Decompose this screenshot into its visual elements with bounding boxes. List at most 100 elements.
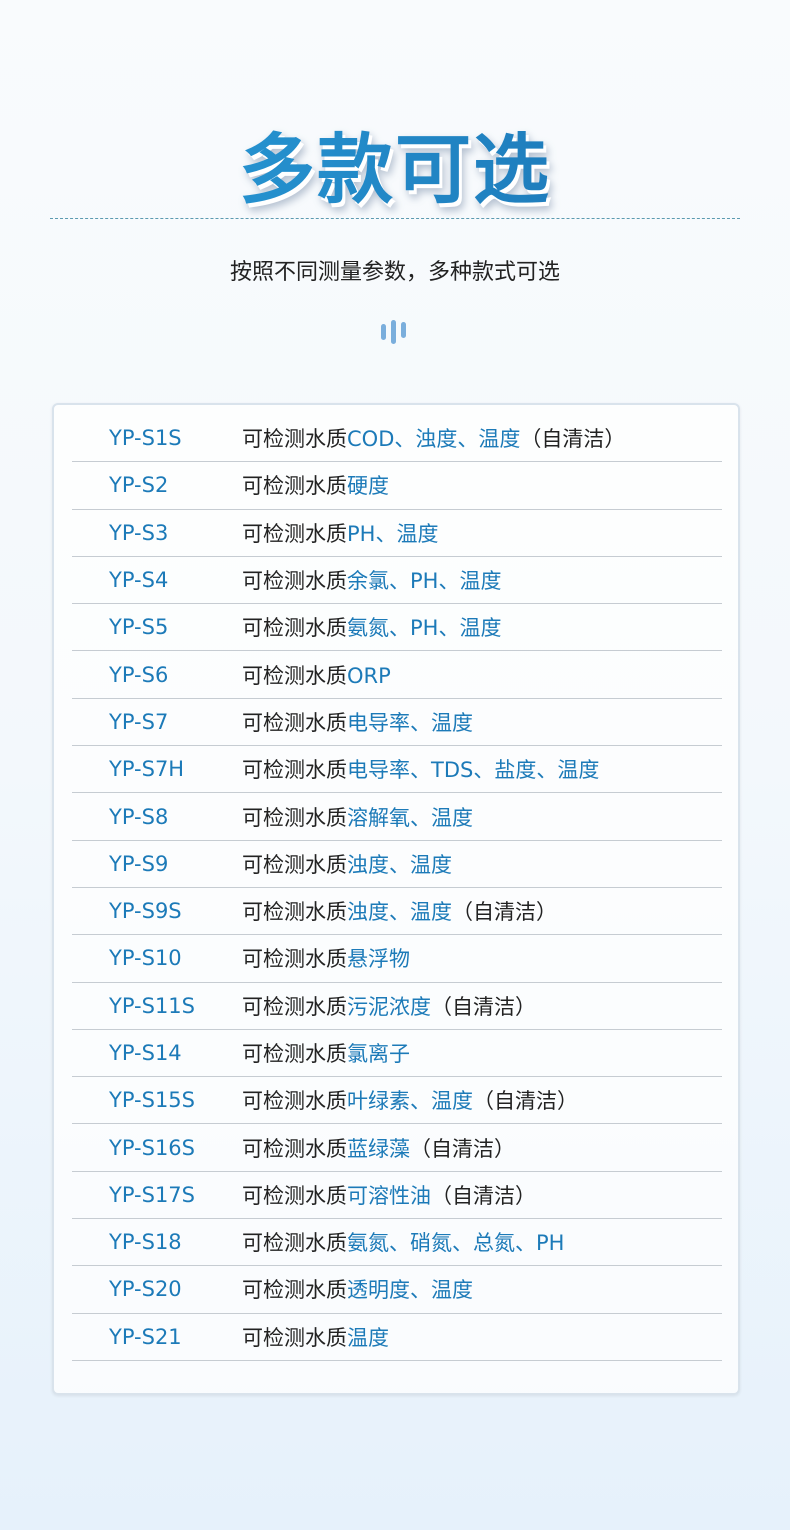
table-row: YP-S21 可检测水质温度 bbox=[72, 1314, 722, 1361]
measured-params: 氨氮、PH、温度 bbox=[347, 616, 502, 641]
model-name: YP-S2 bbox=[109, 473, 169, 498]
model-name: YP-S7H bbox=[109, 757, 185, 782]
description-suffix: （自清洁） bbox=[520, 427, 626, 452]
model-name: YP-S17S bbox=[109, 1182, 195, 1207]
model-description: 可检测水质浊度、温度 bbox=[242, 849, 452, 879]
table-row: YP-S9S 可检测水质浊度、温度（自清洁） bbox=[72, 888, 722, 936]
model-description: 可检测水质浊度、温度（自清洁） bbox=[242, 896, 557, 926]
decorative-bars-icon bbox=[381, 320, 406, 344]
table-row: YP-S8 可检测水质溶解氧、温度 bbox=[72, 793, 722, 841]
model-name: YP-S10 bbox=[109, 946, 182, 971]
table-row: YP-S3 可检测水质PH、温度 bbox=[72, 510, 722, 557]
measured-params: 硬度 bbox=[347, 474, 389, 499]
description-prefix: 可检测水质 bbox=[242, 474, 347, 499]
description-prefix: 可检测水质 bbox=[242, 710, 347, 735]
table-row: YP-S18 可检测水质氨氮、硝氮、总氮、PH bbox=[72, 1219, 722, 1267]
description-suffix: （自清洁） bbox=[431, 994, 536, 1019]
measured-params: 氨氮、硝氮、总氮、PH bbox=[347, 1231, 565, 1256]
description-suffix: （自清洁） bbox=[410, 1136, 515, 1161]
table-row: YP-S16S 可检测水质蓝绿藻（自清洁） bbox=[72, 1124, 722, 1172]
table-row: YP-S2 可检测水质硬度 bbox=[72, 462, 722, 510]
model-description: 可检测水质透明度、温度 bbox=[242, 1274, 473, 1304]
description-prefix: 可检测水质 bbox=[242, 758, 347, 783]
table-row: YP-S14 可检测水质氯离子 bbox=[72, 1030, 722, 1078]
model-name: YP-S4 bbox=[109, 568, 169, 593]
subtitle: 按照不同测量参数，多种款式可选 bbox=[229, 260, 560, 285]
table-row: YP-S4 可检测水质余氯、PH、温度 bbox=[72, 557, 722, 605]
model-description: 可检测水质COD、浊度、温度（自清洁） bbox=[242, 423, 625, 453]
table-row: YP-S7H 可检测水质电导率、TDS、盐度、温度 bbox=[72, 746, 722, 794]
model-name: YP-S6 bbox=[109, 662, 169, 687]
measured-params: 温度 bbox=[347, 1325, 389, 1350]
measured-params: 叶绿素、温度 bbox=[347, 1089, 473, 1114]
measured-params: 透明度、温度 bbox=[347, 1278, 473, 1303]
table-row: YP-S9 可检测水质浊度、温度 bbox=[72, 841, 722, 888]
model-description: 可检测水质污泥浓度（自清洁） bbox=[242, 991, 536, 1021]
measured-params: 可溶性油 bbox=[347, 1183, 431, 1208]
table-row: YP-S15S 可检测水质叶绿素、温度（自清洁） bbox=[72, 1077, 722, 1125]
table-row: YP-S17S 可检测水质可溶性油（自清洁） bbox=[72, 1172, 722, 1220]
model-description: 可检测水质电导率、温度 bbox=[242, 707, 473, 737]
model-list: YP-S1S 可检测水质COD、浊度、温度（自清洁） YP-S2 可检测水质硬度 Y… bbox=[72, 415, 722, 1361]
model-name: YP-S14 bbox=[109, 1041, 182, 1065]
description-suffix: （自清洁） bbox=[431, 1183, 536, 1208]
model-name: YP-S9S bbox=[109, 899, 182, 924]
dashed-divider bbox=[50, 218, 740, 219]
measured-params: 浊度、温度 bbox=[347, 900, 452, 925]
model-table: YP-S1S 可检测水质COD、浊度、温度（自清洁） YP-S2 可检测水质硬度 Y… bbox=[52, 403, 740, 1395]
model-name: YP-S11S bbox=[109, 993, 195, 1018]
measured-params: 电导率、温度 bbox=[347, 710, 473, 735]
description-suffix: （自清洁） bbox=[473, 1089, 578, 1114]
table-row: YP-S1S 可检测水质COD、浊度、温度（自清洁） bbox=[72, 415, 722, 463]
description-prefix: 可检测水质 bbox=[242, 994, 347, 1019]
model-description: 可检测水质ORP bbox=[242, 660, 391, 690]
measured-params: COD、浊度、温度 bbox=[347, 427, 521, 452]
measured-params: 电导率、TDS、盐度、温度 bbox=[347, 758, 600, 783]
description-suffix: （自清洁） bbox=[452, 900, 557, 925]
table-row: YP-S7 可检测水质电导率、温度 bbox=[72, 699, 722, 747]
description-prefix: 可检测水质 bbox=[242, 427, 347, 452]
table-row: YP-S6 可检测水质ORP bbox=[72, 651, 722, 699]
description-prefix: 可检测水质 bbox=[242, 663, 347, 688]
model-description: 可检测水质硬度 bbox=[242, 470, 389, 500]
table-row: YP-S5 可检测水质氨氮、PH、温度 bbox=[72, 604, 722, 652]
measured-params: 溶解氧、温度 bbox=[347, 805, 473, 830]
description-prefix: 可检测水质 bbox=[242, 569, 347, 594]
model-name: YP-S16S bbox=[109, 1135, 195, 1160]
model-description: 可检测水质蓝绿藻（自清洁） bbox=[242, 1133, 515, 1163]
description-prefix: 可检测水质 bbox=[242, 852, 347, 877]
measured-params: 氯离子 bbox=[347, 1042, 410, 1066]
model-description: 可检测水质PH、温度 bbox=[242, 518, 438, 548]
measured-params: 悬浮物 bbox=[347, 947, 410, 972]
model-name: YP-S21 bbox=[109, 1324, 182, 1349]
model-description: 可检测水质电导率、TDS、盐度、温度 bbox=[242, 754, 599, 784]
description-prefix: 可检测水质 bbox=[242, 900, 347, 925]
table-row: YP-S10 可检测水质悬浮物 bbox=[72, 935, 722, 983]
model-name: YP-S15S bbox=[109, 1088, 195, 1113]
model-description: 可检测水质氨氮、PH、温度 bbox=[242, 612, 501, 642]
measured-params: 蓝绿藻 bbox=[347, 1136, 410, 1161]
model-description: 可检测水质氨氮、硝氮、总氮、PH bbox=[242, 1227, 564, 1257]
page-title: 多款可选 bbox=[0, 108, 790, 218]
description-prefix: 可检测水质 bbox=[242, 1231, 347, 1256]
model-description: 可检测水质溶解氧、温度 bbox=[242, 802, 473, 832]
description-prefix: 可检测水质 bbox=[242, 805, 347, 830]
model-name: YP-S5 bbox=[109, 615, 169, 640]
measured-params: 浊度、温度 bbox=[347, 852, 452, 877]
model-description: 可检测水质余氯、PH、温度 bbox=[242, 565, 501, 595]
table-row: YP-S20 可检测水质透明度、温度 bbox=[72, 1266, 722, 1314]
model-name: YP-S18 bbox=[109, 1230, 182, 1255]
description-prefix: 可检测水质 bbox=[242, 1183, 347, 1208]
description-prefix: 可检测水质 bbox=[242, 1042, 347, 1066]
model-description: 可检测水质悬浮物 bbox=[242, 943, 410, 973]
description-prefix: 可检测水质 bbox=[242, 1136, 347, 1161]
measured-params: ORP bbox=[347, 663, 391, 688]
model-description: 可检测水质叶绿素、温度（自清洁） bbox=[242, 1085, 578, 1115]
description-prefix: 可检测水质 bbox=[242, 521, 347, 546]
measured-params: 余氯、PH、温度 bbox=[347, 569, 502, 594]
measured-params: PH、温度 bbox=[347, 521, 439, 546]
model-description: 可检测水质可溶性油（自清洁） bbox=[242, 1180, 536, 1210]
model-description: 可检测水质氯离子 bbox=[242, 1038, 410, 1068]
model-description: 可检测水质温度 bbox=[242, 1322, 389, 1352]
description-prefix: 可检测水质 bbox=[242, 616, 347, 641]
